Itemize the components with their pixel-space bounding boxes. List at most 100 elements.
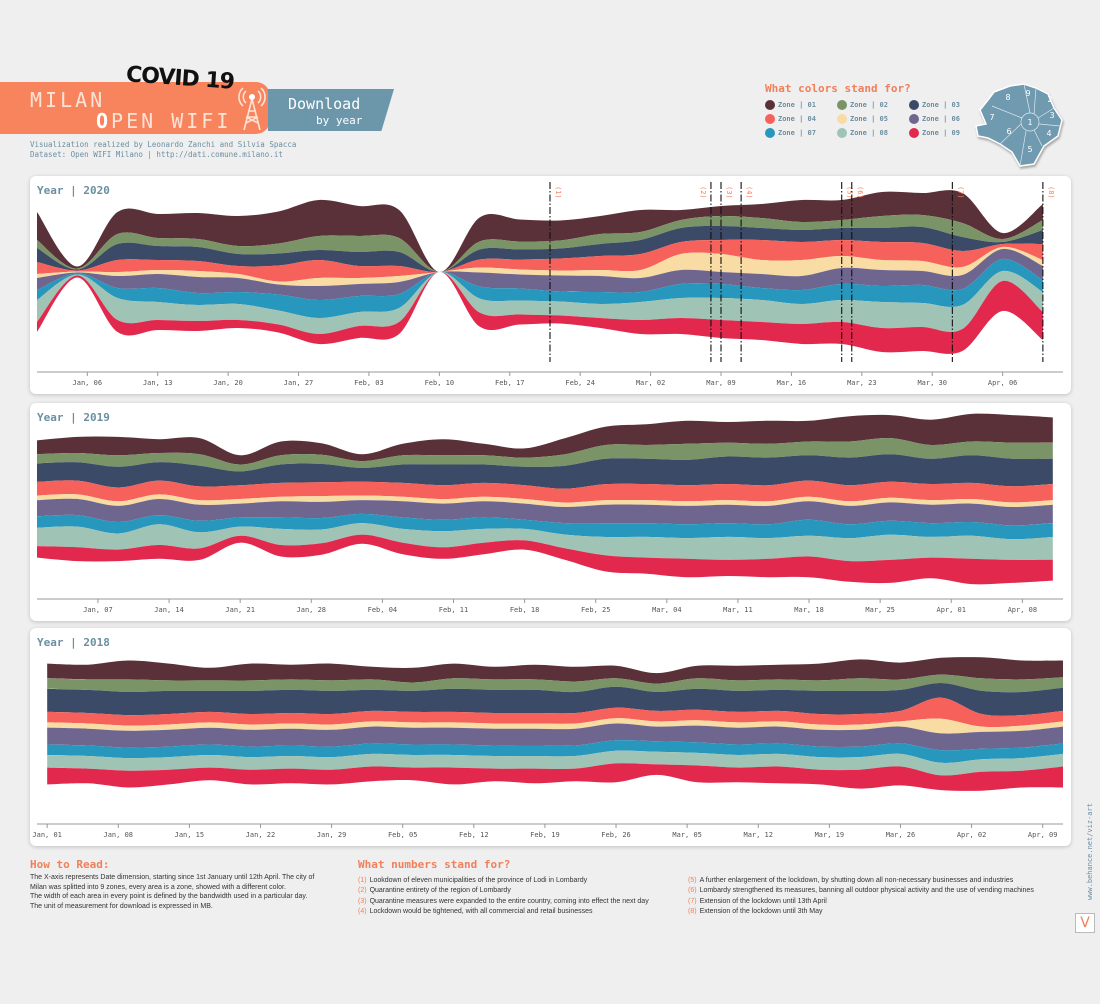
x-tick-label: Jan, 28 <box>297 606 327 614</box>
legend-label: Zone | 04 <box>778 115 816 123</box>
x-tick-label: Mar, 25 <box>865 606 895 614</box>
zone-number: 1 <box>1027 118 1032 127</box>
stream-layer-zone-1 <box>47 657 1063 684</box>
number-text: Extension of the lockdown until 3th May <box>699 907 823 915</box>
event-label: (8) <box>1047 186 1055 199</box>
stream-layer-zone-9 <box>37 534 1053 585</box>
x-tick-label: Mar, 18 <box>794 606 824 614</box>
number-item: (5) A further enlargement of the lockdown… <box>688 877 1078 887</box>
panel-title: Year | 2020 <box>37 184 110 197</box>
number-index: (3) <box>358 897 367 905</box>
x-tick-label: Mar, 16 <box>777 379 807 387</box>
stream-layer-zone-4 <box>47 697 1063 728</box>
x-tick-label: Mar, 12 <box>743 831 773 839</box>
x-tick-label: Mar, 09 <box>706 379 736 387</box>
stream-layer-zone-6 <box>37 248 1043 301</box>
number-item: (2) Quarantine entirety of the region of … <box>358 887 688 897</box>
x-tick-label: Feb, 17 <box>495 379 525 387</box>
number-index: (6) <box>688 887 697 895</box>
x-tick-label: Feb, 26 <box>601 831 631 839</box>
x-tick-label: Feb, 24 <box>565 379 595 387</box>
stream-layer-zone-5 <box>47 718 1063 734</box>
legend-title: What colors stand for? <box>765 82 911 95</box>
subtitle-download: Download <box>288 95 361 113</box>
number-index: (5) <box>688 877 697 884</box>
stream-layer-zone-1 <box>37 190 1043 273</box>
number-item: (1) Lookdown of eleven municipalities of … <box>358 877 688 887</box>
legend-label: Zone | 03 <box>922 101 960 109</box>
x-tick-label: Jan, 14 <box>154 606 184 614</box>
x-tick-label: Jan, 07 <box>83 606 113 614</box>
x-tick-label: Mar, 04 <box>652 606 682 614</box>
number-text: Lombardy strengthened its measures, bann… <box>699 887 1034 895</box>
x-tick-label: Apr, 08 <box>1008 606 1038 614</box>
numbers-list: (1) Lookdown of eleven municipalities of … <box>358 877 1078 918</box>
zone-number: 5 <box>1027 145 1032 154</box>
x-tick-label: Jan, 22 <box>246 831 276 839</box>
stream-layer-zone-7 <box>47 740 1063 763</box>
x-tick-label: Jan, 21 <box>225 606 255 614</box>
event-label: (5) <box>846 186 854 199</box>
legend-swatch <box>909 128 919 138</box>
number-index: (8) <box>688 907 697 915</box>
x-tick-label: Feb, 05 <box>388 831 418 839</box>
legend-label: Zone | 01 <box>778 101 816 109</box>
chart-panel-2019: Jan, 07 Jan, 14 Jan, 21 Jan, 28 Feb, 04 Feb, … <box>30 403 1071 621</box>
legend-item: Zone | 09 <box>909 128 981 138</box>
x-tick-label: Mar, 05 <box>672 831 702 839</box>
stream-layer-zone-8 <box>37 270 1043 335</box>
color-legend: Zone | 01 Zone | 02 Zone | 03 Zone | 04 Zone… <box>765 100 981 138</box>
legend-item: Zone | 07 <box>765 128 837 138</box>
panel-title: Year | 2018 <box>37 636 110 649</box>
x-tick-label: Feb, 04 <box>368 606 398 614</box>
radio-tower-icon <box>238 87 266 131</box>
legend-swatch <box>765 128 775 138</box>
legend-label: Zone | 02 <box>850 101 888 109</box>
legend-swatch <box>765 100 775 110</box>
x-tick-label: Feb, 18 <box>510 606 540 614</box>
x-tick-label: Apr, 06 <box>988 379 1018 387</box>
legend-label: Zone | 06 <box>922 115 960 123</box>
x-tick-label: Apr, 02 <box>957 831 987 839</box>
behance-link[interactable]: www.behance.net/viz-art <box>1086 803 1094 900</box>
legend-swatch <box>909 114 919 124</box>
legend-label: Zone | 07 <box>778 129 816 137</box>
title-milan: MILAN <box>30 88 106 112</box>
number-text: Extension of the lockdown until 13th Apr… <box>699 897 827 905</box>
x-tick-label: Feb, 19 <box>530 831 560 839</box>
number-item: (6) Lombardy strengthened its measures, b… <box>688 887 1078 897</box>
number-text: A further enlargement of the lockdown, b… <box>699 877 1014 884</box>
title-open-wifi: OPEN WIFI <box>96 109 232 133</box>
event-label: (2) <box>699 186 707 199</box>
x-tick-label: Feb, 12 <box>459 831 489 839</box>
stream-layer-zone-2 <box>37 214 1043 273</box>
how-to-read-text: The X-axis represents Date dimension, st… <box>30 874 315 910</box>
legend-item: Zone | 05 <box>837 114 909 124</box>
zone-number: 3 <box>1049 111 1054 120</box>
legend-label: Zone | 05 <box>850 115 888 123</box>
how-to-read-title: How to Read: <box>30 858 110 871</box>
legend-swatch <box>765 114 775 124</box>
number-index: (7) <box>688 897 697 905</box>
legend-label: Zone | 08 <box>850 129 888 137</box>
x-tick-label: Feb, 11 <box>439 606 469 614</box>
stream-layer-zone-5 <box>37 494 1053 508</box>
panel-title: Year | 2019 <box>37 411 110 424</box>
number-text: Lookdown of eleven municipalities of the… <box>369 877 588 884</box>
x-tick-label: Jan, 29 <box>317 831 347 839</box>
x-tick-label: Mar, 19 <box>815 831 845 839</box>
event-label: (4) <box>745 186 753 199</box>
event-label: (1) <box>554 186 562 199</box>
legend-swatch <box>837 100 847 110</box>
legend-item: Zone | 01 <box>765 100 837 110</box>
x-tick-label: Jan, 08 <box>104 831 134 839</box>
number-text: Quarantine measures were expanded to the… <box>369 897 649 905</box>
stream-layer-zone-1 <box>37 413 1053 465</box>
zone-number: 9 <box>1025 89 1030 98</box>
legend-item: Zone | 02 <box>837 100 909 110</box>
zone-number: 8 <box>1005 93 1010 102</box>
chart-panel-2018: Jan, 01 Jan, 08 Jan, 15 Jan, 22 Jan, 29 Feb, … <box>30 628 1071 846</box>
zone-number: 7 <box>989 113 994 122</box>
stream-layer-zone-3 <box>47 682 1063 716</box>
x-tick-label: Mar, 23 <box>847 379 877 387</box>
